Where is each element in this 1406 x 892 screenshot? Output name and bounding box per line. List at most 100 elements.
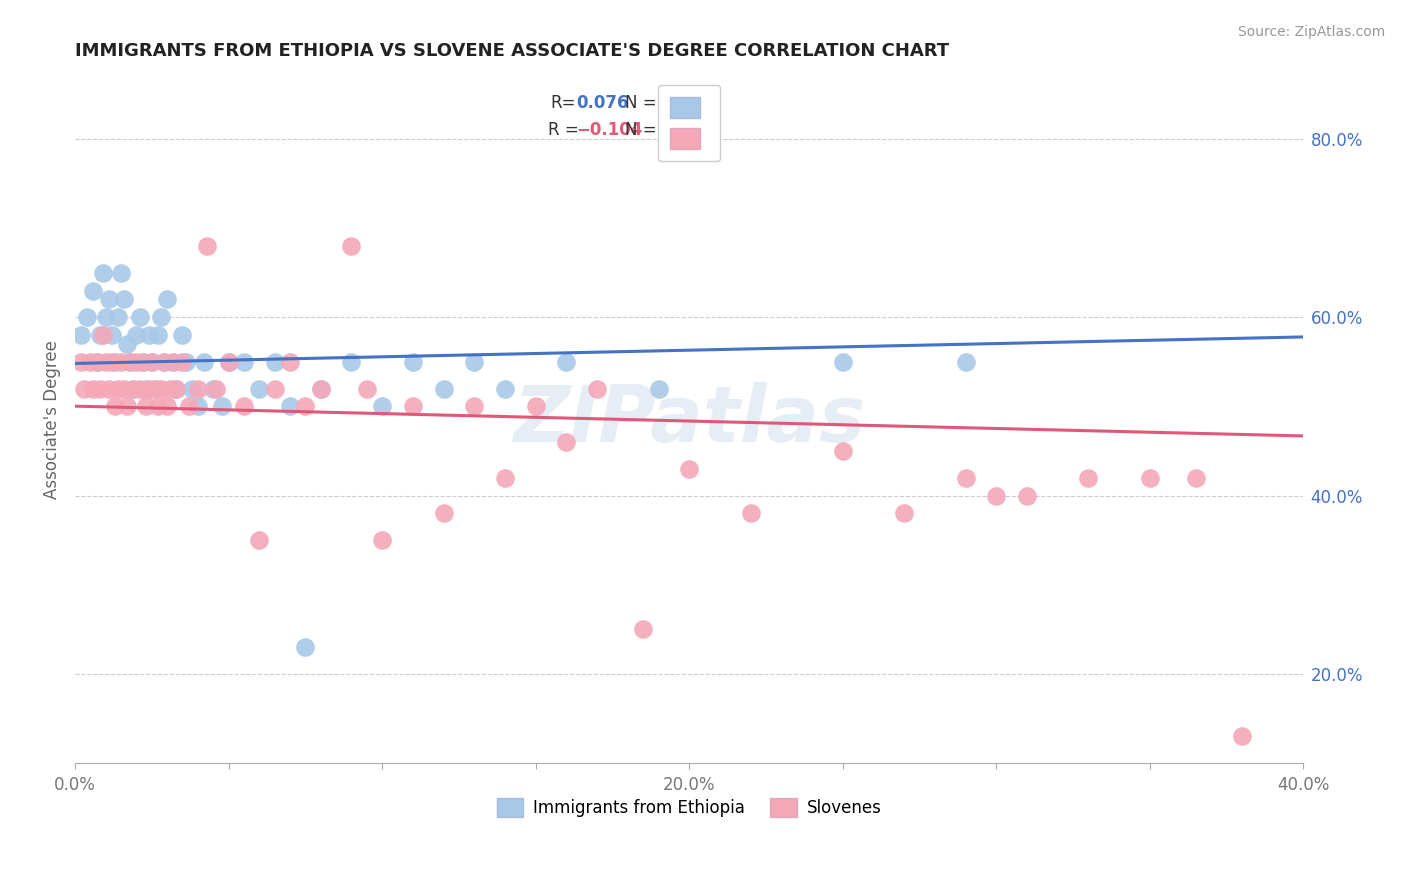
Point (143, 382, 166, 396)
Text: −0.104: −0.104 (576, 121, 643, 139)
Point (1230, 730, 1253, 744)
Point (143, 382, 166, 396)
Point (89, 328, 111, 343)
Text: ZIPatlas: ZIPatlas (513, 382, 865, 458)
Point (1139, 471, 1161, 485)
Point (101, 355, 124, 369)
Point (79, 355, 101, 369)
Point (463, 400, 485, 414)
Point (232, 400, 254, 414)
Point (1015, 489, 1038, 503)
Point (193, 355, 215, 369)
Point (150, 310, 173, 325)
Point (218, 355, 240, 369)
Point (180, 382, 202, 396)
Point (104, 355, 127, 369)
Point (232, 355, 254, 369)
Point (678, 462, 700, 476)
Point (1185, 471, 1208, 485)
Point (101, 328, 124, 343)
Point (112, 293, 135, 307)
Point (356, 382, 378, 396)
Point (156, 400, 179, 414)
Y-axis label: Associate's Degree: Associate's Degree (44, 341, 60, 500)
Point (73, 382, 96, 396)
Point (146, 400, 169, 414)
Point (647, 382, 669, 396)
Text: IMMIGRANTS FROM ETHIOPIA VS SLOVENE ASSOCIATE'S DEGREE CORRELATION CHART: IMMIGRANTS FROM ETHIOPIA VS SLOVENE ASSO… (75, 42, 949, 60)
Point (986, 489, 1008, 503)
Point (187, 382, 209, 396)
Point (141, 355, 163, 369)
Point (211, 400, 233, 414)
Point (128, 382, 150, 396)
Point (340, 355, 363, 369)
Point (112, 382, 135, 396)
Point (432, 507, 454, 521)
Point (555, 355, 578, 369)
Point (156, 293, 179, 307)
Point (125, 355, 148, 369)
Point (120, 355, 142, 369)
Point (135, 382, 157, 396)
Text: N = 53: N = 53 (626, 94, 683, 112)
Point (150, 382, 173, 396)
Point (340, 239, 363, 253)
Point (371, 400, 394, 414)
Point (294, 400, 316, 414)
Point (141, 355, 163, 369)
Point (162, 355, 184, 369)
Point (153, 355, 176, 369)
Point (586, 382, 609, 396)
Legend: Immigrants from Ethiopia, Slovenes: Immigrants from Ethiopia, Slovenes (491, 791, 889, 823)
Point (82, 382, 104, 396)
Point (82, 284, 104, 298)
Point (1077, 471, 1099, 485)
Text: Source: ZipAtlas.com: Source: ZipAtlas.com (1237, 25, 1385, 39)
Point (831, 444, 853, 458)
Point (70, 328, 93, 343)
Point (371, 533, 394, 548)
Point (104, 400, 127, 414)
Point (294, 640, 316, 655)
Point (146, 328, 169, 343)
Point (153, 355, 176, 369)
Point (247, 382, 270, 396)
Point (309, 382, 332, 396)
Point (162, 355, 184, 369)
Point (70, 355, 93, 369)
Point (107, 382, 129, 396)
Point (174, 355, 197, 369)
Point (402, 355, 425, 369)
Point (86, 355, 108, 369)
Point (120, 355, 142, 369)
Point (107, 310, 129, 325)
Point (187, 400, 209, 414)
Point (263, 382, 285, 396)
Point (115, 337, 138, 351)
Point (195, 239, 218, 253)
Point (94, 310, 117, 325)
Point (86, 355, 108, 369)
Point (831, 355, 853, 369)
Text: R =: R = (548, 121, 579, 139)
Point (524, 400, 547, 414)
Point (135, 400, 157, 414)
Point (110, 355, 132, 369)
Point (110, 266, 132, 280)
Point (138, 382, 160, 396)
Point (125, 328, 148, 343)
Point (309, 382, 332, 396)
Point (94, 355, 117, 369)
Point (165, 382, 187, 396)
Point (177, 400, 200, 414)
Point (97, 382, 120, 396)
Point (463, 355, 485, 369)
Text: R=: R= (550, 94, 576, 112)
Point (278, 355, 301, 369)
Point (91, 266, 114, 280)
Point (131, 355, 153, 369)
Point (138, 328, 160, 343)
Point (402, 400, 425, 414)
Point (247, 533, 270, 548)
